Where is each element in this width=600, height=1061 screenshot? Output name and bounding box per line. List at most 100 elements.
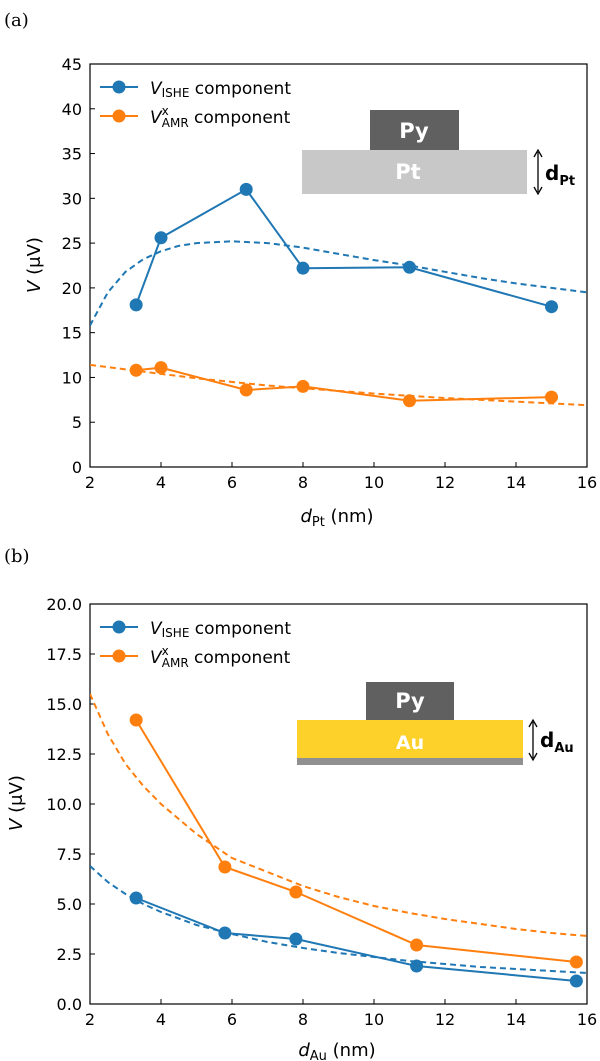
ylabel-b: V (μV): [6, 775, 27, 831]
data-point-ishe-a: [545, 300, 558, 314]
ytick-label-a: 30: [62, 189, 82, 208]
panel-b-label: (b): [4, 546, 30, 567]
legend-b: VISHE component Vx AMR component: [100, 619, 291, 670]
data-point-ishe-a: [239, 182, 253, 196]
plot-b: 2 4 6 8 10 12 14 16 0.0 2.5 5.0 7.5 10.0 12.5 15.0 17.5…: [46, 595, 597, 1029]
data-point-amr-b: [218, 860, 232, 874]
series-line-ishe-a: [135, 188, 552, 308]
data-point-ishe-b: [218, 926, 232, 940]
legend-a: VISHE component Vx AMR component: [100, 79, 291, 130]
xlabel-b: dAu (nm): [298, 1040, 375, 1061]
ytick-label-a: 0: [72, 458, 82, 477]
data-point-amr-a: [154, 361, 168, 375]
inset-a-pt-label: Pt: [395, 160, 420, 184]
data-point-amr-a: [239, 383, 253, 397]
fit-line-amr-b: [90, 693, 587, 937]
plot-a: 2 4 6 8 10 12 14 16 0 5 10 15 20 25 30 35 40 45: [62, 55, 598, 492]
xtick-label-a: 14: [506, 473, 526, 492]
ytick-label-a: 40: [62, 100, 82, 119]
data-point-ishe-b: [129, 891, 143, 905]
inset-b-arrowhead-top: [528, 718, 538, 728]
data-point-amr-b: [289, 885, 303, 899]
panel-b: (b) 2 4 6 8 10 12 14 16 0.0 2.5 5.0 7.5 10.0 12.5 15.0…: [4, 546, 597, 1061]
panel-a: (a) 2 4 6 8 10 12 14 16 0 5 10 15 20 25 30 35 40 45 VISHE…: [4, 10, 597, 530]
data-point-amr-b: [129, 713, 143, 727]
data-point-amr-a: [545, 390, 558, 404]
data-point-ishe-b: [289, 932, 303, 946]
legend-b-ishe-label: VISHE component: [150, 619, 291, 640]
data-point-amr-a: [296, 379, 310, 393]
fit-line-ishe-a: [90, 240, 587, 326]
xtick-label-b: 14: [506, 1010, 526, 1029]
data-point-ishe-a: [129, 298, 143, 312]
ytick-label-b: 17.5: [46, 645, 82, 664]
inset-a-arrowhead-top: [533, 148, 543, 158]
xtick-label-a: 4: [156, 473, 166, 492]
data-point-ishe-a: [154, 231, 168, 245]
fit-line-ishe-b: [90, 865, 587, 974]
xtick-label-a: 12: [435, 473, 455, 492]
ytick-label-b: 20.0: [46, 595, 82, 614]
xtick-label-a: 6: [227, 473, 237, 492]
ylabel-a: V (μV): [24, 237, 45, 293]
xtick-label-b: 10: [364, 1010, 384, 1029]
data-point-amr-b: [569, 955, 583, 969]
legend-b-amr-label: Vx AMR component: [150, 644, 291, 670]
inset-b-substrate-layer: [297, 758, 523, 765]
xtick-label-b: 16: [577, 1010, 597, 1029]
xtick-label-a: 16: [577, 473, 597, 492]
inset-b-py-layer: [366, 682, 454, 720]
xtick-label-b: 6: [227, 1010, 237, 1029]
data-point-amr-a: [403, 394, 416, 408]
legend-b-ishe-marker: [112, 620, 126, 634]
plot-frame-a: [89, 63, 588, 468]
ytick-label-a: 45: [62, 55, 82, 74]
xtick-label-b: 12: [435, 1010, 455, 1029]
inset-a-dim-label: dPt: [545, 161, 575, 189]
xtick-label-a: 2: [85, 473, 95, 492]
xtick-label-b: 4: [156, 1010, 166, 1029]
xtick-label-a: 8: [298, 473, 308, 492]
ytick-label-b: 7.5: [57, 845, 82, 864]
inset-a-py-layer: [370, 110, 459, 150]
inset-b-arrowhead-bottom: [528, 752, 538, 762]
inset-b-au-layer: [297, 720, 523, 758]
xtick-label-b: 2: [85, 1010, 95, 1029]
ytick-label-a: 25: [62, 234, 82, 253]
data-point-amr-b: [410, 938, 424, 952]
ytick-label-a: 10: [62, 368, 82, 387]
xtick-label-a: 10: [364, 473, 384, 492]
ytick-label-a: 35: [62, 145, 82, 164]
ytick-label-b: 5.0: [57, 895, 82, 914]
inset-a-arrowhead-bottom: [533, 186, 543, 196]
inset-b: Py Au dAu: [297, 682, 574, 765]
inset-a-pt-layer: [302, 150, 527, 194]
series-line-amr-a: [135, 366, 552, 402]
inset-b-au-label: Au: [396, 732, 424, 754]
ytick-label-b: 2.5: [57, 945, 82, 964]
legend-a-amr-label: Vx AMR component: [150, 104, 291, 130]
legend-a-amr-marker: [112, 109, 126, 123]
legend-b-amr-marker: [112, 649, 126, 663]
inset-a: Py Pt dPt: [302, 110, 575, 196]
ytick-label-a: 20: [62, 279, 82, 298]
data-point-amr-a: [129, 363, 143, 377]
ytick-label-b: 12.5: [46, 745, 82, 764]
inset-b-dim-label: dAu: [540, 728, 574, 756]
legend-a-ishe-marker: [112, 80, 126, 94]
ytick-label-b: 0.0: [57, 995, 82, 1014]
xlabel-a: dPt (nm): [300, 506, 373, 530]
ytick-label-b: 15.0: [46, 695, 82, 714]
ytick-label-b: 10.0: [46, 795, 82, 814]
ytick-label-a: 15: [62, 324, 82, 343]
inset-a-py-label: Py: [399, 119, 429, 143]
data-point-ishe-b: [569, 974, 583, 988]
legend-a-ishe-label: VISHE component: [150, 79, 291, 100]
ytick-label-a: 5: [72, 413, 82, 432]
panel-a-label: (a): [4, 10, 29, 31]
data-point-ishe-a: [296, 261, 310, 275]
xtick-label-b: 8: [298, 1010, 308, 1029]
data-point-ishe-b: [410, 959, 424, 973]
data-point-ishe-a: [403, 260, 416, 274]
